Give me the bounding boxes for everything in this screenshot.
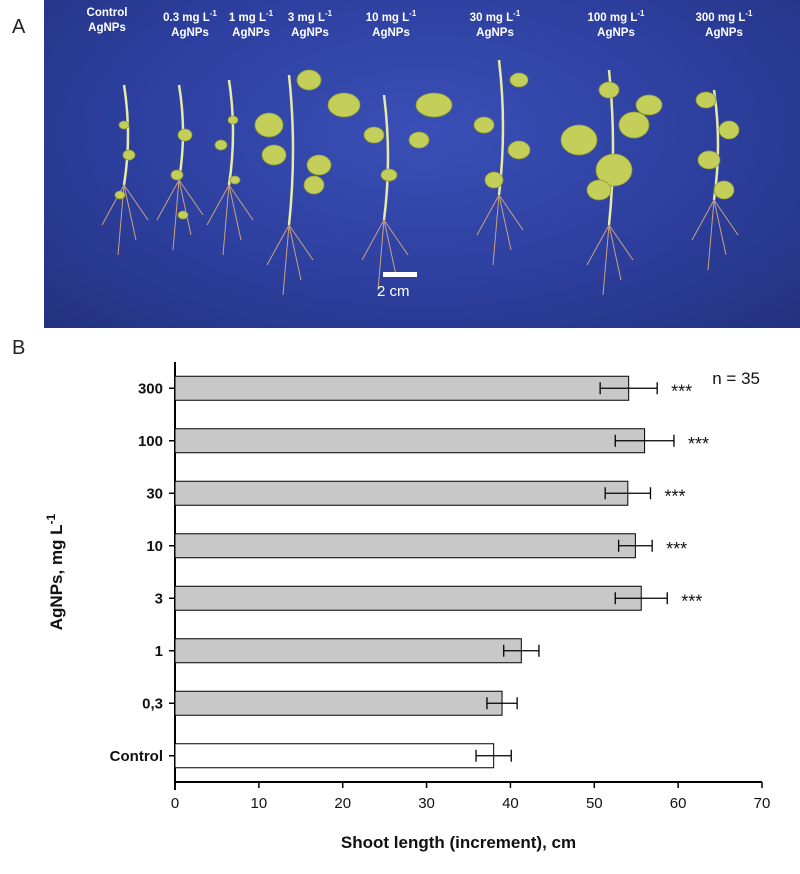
treatment-label: 100 mg L-1 AgNPs (587, 9, 645, 39)
x-tick-label: 0 (171, 795, 179, 812)
plantlets-illustration (101, 59, 740, 296)
bar (174, 428, 646, 454)
significance-marker: *** (688, 434, 709, 454)
bar (174, 375, 630, 401)
plantlet (156, 84, 204, 251)
shoot-length-bar-chart: 0 10 20 30 40 50 60 70 Control 0,3 1 3 *** 10 *** 30 ***… (44, 362, 771, 852)
plant-photo: Control AgNPs 0.3 mg L-1 AgNPs 1 mg L-1 AgNPs… (44, 0, 800, 328)
category-label: 100 (138, 433, 163, 450)
category-label: 3 (155, 590, 163, 607)
bar (174, 743, 495, 769)
x-tick-label: 30 (418, 795, 435, 812)
plantlet (254, 69, 332, 296)
panel-label-a: A (12, 16, 26, 38)
category-label: Control (110, 748, 163, 765)
category-label: 300 (138, 380, 163, 397)
x-tick-label: 50 (586, 795, 603, 812)
panel-label-b: B (12, 337, 26, 359)
plantlet (101, 84, 149, 256)
treatment-label: 10 mg L-1 AgNPs (365, 9, 417, 39)
plantlet (327, 92, 453, 291)
treatment-label: 0.3 mg L-1 AgNPs (163, 9, 217, 39)
x-tick-label: 60 (670, 795, 687, 812)
category-label: 0,3 (142, 695, 163, 712)
plantlet (560, 69, 663, 296)
x-tick-label: 70 (754, 795, 771, 812)
treatment-label: 300 mg L-1 AgNPs (695, 9, 753, 39)
x-tick-label: 10 (251, 795, 268, 812)
significance-marker: *** (666, 539, 687, 559)
plantlet (473, 59, 531, 266)
category-label: 30 (146, 485, 163, 502)
treatment-label: Control AgNPs (86, 7, 128, 34)
category-label: 1 (155, 643, 163, 660)
plantlet (206, 79, 254, 256)
bar (174, 690, 503, 716)
scale-bar (383, 272, 417, 277)
bar (174, 638, 522, 664)
bar (174, 533, 636, 559)
x-tick-label: 20 (334, 795, 351, 812)
y-axis-title: AgNPs, mg L-1 (44, 513, 66, 630)
x-tick-label: 40 (502, 795, 519, 812)
significance-marker: *** (681, 591, 702, 611)
plantlet (691, 89, 740, 271)
bar (174, 585, 642, 611)
scale-bar-label: 2 cm (377, 283, 410, 300)
significance-marker: *** (664, 486, 685, 506)
treatment-label: 3 mg L-1 AgNPs (287, 9, 333, 39)
x-axis-title: Shoot length (increment), cm (341, 833, 576, 852)
bar (174, 480, 629, 506)
significance-marker: *** (671, 381, 692, 401)
sample-size-annotation: n = 35 (712, 369, 760, 388)
category-label: 10 (146, 538, 163, 555)
treatment-label: 1 mg L-1 AgNPs (228, 9, 274, 39)
treatment-label: 30 mg L-1 AgNPs (469, 9, 521, 39)
